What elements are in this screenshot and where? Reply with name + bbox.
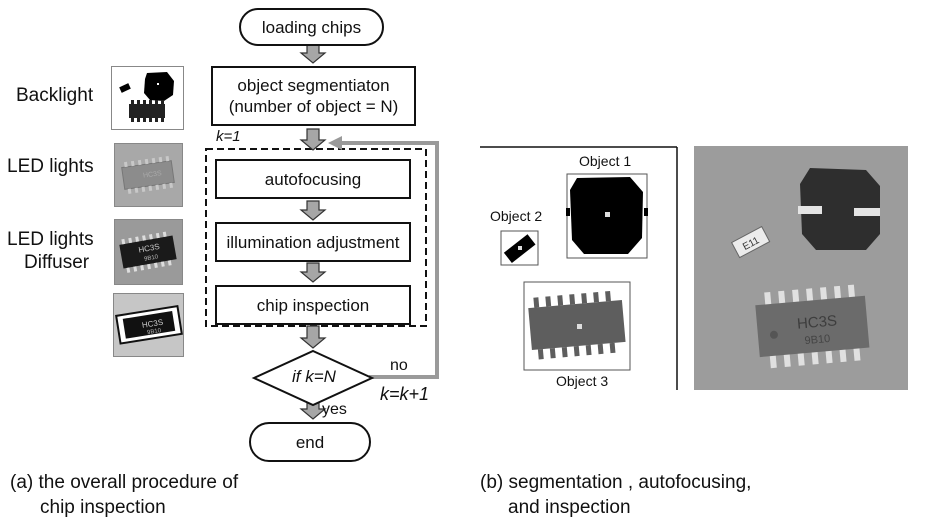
object2-label: Object 2	[490, 208, 543, 224]
backlight-label: Backlight	[16, 85, 94, 106]
decision-diamond	[251, 349, 375, 407]
caption-b-line2: and inspection	[508, 497, 631, 518]
chip-photo: E11 HC3S 9B10	[694, 146, 908, 390]
photo-object3: HC3S 9B10	[755, 284, 870, 369]
arrow-2	[299, 128, 327, 151]
arrow-1	[299, 43, 327, 64]
segmentation-line-2: (number of object = N)	[228, 97, 399, 116]
backlight-thumbnail	[111, 66, 184, 130]
no-label: no	[390, 357, 408, 374]
autofocus-box: autofocusing	[215, 159, 411, 199]
svg-text:9B10: 9B10	[144, 254, 159, 262]
svg-text:9B10: 9B10	[804, 333, 831, 347]
inspection-box: chip inspection	[215, 285, 411, 325]
inspection-thumbnail: HC3S 9B10	[113, 293, 184, 357]
svg-text:HC3S: HC3S	[141, 318, 163, 330]
caption-a-line2: chip inspection	[40, 497, 166, 518]
loop-back-line	[340, 141, 439, 379]
loop-back-arrowhead	[328, 136, 342, 150]
start-terminal: loading chips	[239, 8, 384, 46]
led-diffuser-label-2: Diffuser	[24, 252, 90, 273]
object3-blob	[528, 299, 626, 351]
svg-text:9B10: 9B10	[147, 328, 162, 336]
svg-text:HC3S: HC3S	[138, 242, 161, 255]
photo-object1	[800, 168, 880, 250]
decision-label: if k=N	[292, 367, 336, 386]
increment-label: k=k+1	[380, 384, 430, 404]
segmentation-line-1: object segmentiaton	[237, 76, 390, 95]
segmentation-panel	[480, 146, 678, 390]
arrow-4	[299, 262, 327, 283]
led-diffuser-label-1: LED lights	[7, 229, 94, 250]
thumb-chip-text: HC3S	[143, 170, 163, 180]
arrow-3	[299, 200, 327, 221]
led-diffuser-thumbnail: HC3S 9B10	[114, 219, 183, 285]
end-terminal: end	[249, 422, 371, 462]
caption-b-line1: (b) segmentation , autofocusing,	[480, 472, 752, 493]
caption-a-line1: (a) the overall procedure of	[10, 472, 239, 493]
object3-bbox	[523, 281, 631, 371]
photo-object2	[730, 225, 771, 259]
led-lights-label: LED lights	[7, 156, 94, 177]
segmentation-box: object segmentiaton (number of object = …	[211, 66, 416, 126]
illumination-box: illumination adjustment	[215, 222, 411, 262]
object2-bbox	[500, 230, 539, 266]
led-lights-thumbnail: HC3S	[114, 143, 183, 207]
object3-label: Object 3	[556, 373, 609, 389]
loop-init-label: k=1	[216, 128, 241, 145]
yes-label: yes	[322, 401, 347, 418]
arrow-5	[299, 325, 327, 349]
object1-label: Object 1	[579, 153, 632, 169]
svg-text:HC3S: HC3S	[796, 312, 837, 332]
